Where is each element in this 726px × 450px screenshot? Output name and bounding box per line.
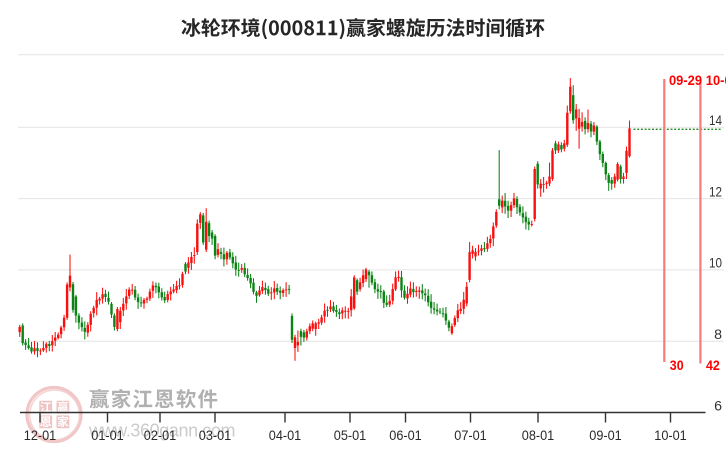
svg-text:6: 6 [714,398,722,414]
svg-text:09-01: 09-01 [589,428,622,444]
svg-text:www.360gann.com: www.360gann.com [88,421,235,441]
svg-text:01-01: 01-01 [91,428,124,444]
svg-text:05-01: 05-01 [334,428,367,444]
svg-text:08-01: 08-01 [522,428,555,444]
svg-text:30: 30 [670,358,684,374]
svg-text:14: 14 [709,113,722,129]
svg-text:10-01: 10-01 [654,428,687,444]
svg-text:04-01: 04-01 [269,428,302,444]
svg-text:06-01: 06-01 [389,428,422,444]
svg-text:09-29: 09-29 [669,73,702,89]
svg-text:10: 10 [709,256,722,272]
svg-text:42: 42 [706,358,720,374]
svg-text:12-01: 12-01 [24,428,57,444]
svg-text:02-01: 02-01 [144,428,177,444]
svg-text:8: 8 [714,327,722,343]
svg-text:10-01: 10-01 [706,73,726,89]
svg-text:12: 12 [709,184,722,200]
svg-text:07-01: 07-01 [454,428,487,444]
svg-text:03-01: 03-01 [199,428,232,444]
